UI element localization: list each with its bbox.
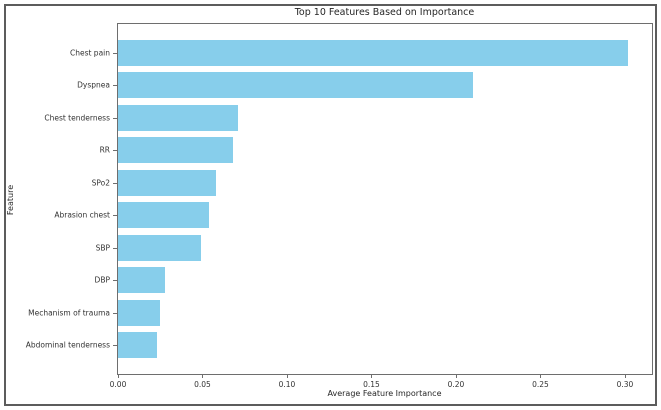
x-tick-mark xyxy=(371,374,373,378)
y-tick-label: Chest pain xyxy=(69,48,110,58)
y-tick-label: RR xyxy=(99,145,110,155)
y-tick-mark xyxy=(113,345,117,347)
x-tick-label: 0.05 xyxy=(194,380,211,389)
x-tick-label: 0.00 xyxy=(109,380,127,389)
y-tick-label: Mechanism of trauma xyxy=(28,308,110,318)
y-tick-mark xyxy=(113,312,117,314)
y-tick-label: Chest tenderness xyxy=(44,113,110,123)
y-tick-label: DBP xyxy=(94,275,110,285)
x-tick-mark xyxy=(286,374,288,378)
y-axis-label: Feature xyxy=(6,184,15,216)
bar xyxy=(118,40,629,66)
y-tick-mark xyxy=(113,117,117,119)
y-tick-mark xyxy=(113,247,117,249)
x-tick-label: 0.20 xyxy=(447,380,465,389)
x-tick-label: 0.25 xyxy=(532,380,549,389)
x-tick-label: 0.10 xyxy=(278,380,296,389)
bar xyxy=(118,267,166,294)
y-tick-mark xyxy=(113,182,117,184)
y-tick-label: Dyspnea xyxy=(77,80,110,90)
y-tick-mark xyxy=(113,85,117,87)
bar xyxy=(118,72,473,99)
y-tick-label: SBP xyxy=(95,243,110,253)
y-tick-label: SPo2 xyxy=(91,178,110,188)
bar xyxy=(118,137,233,164)
x-tick-mark xyxy=(118,374,119,378)
y-tick-mark xyxy=(113,215,117,217)
y-tick-mark xyxy=(113,150,117,152)
x-axis-label: Average Feature Importance xyxy=(327,389,442,398)
y-tick-mark xyxy=(113,280,117,282)
chart-title: Top 10 Features Based on Importance xyxy=(294,7,475,18)
y-tick-label: Abrasion chest xyxy=(54,210,110,220)
x-tick-label: 0.15 xyxy=(363,380,380,389)
bar xyxy=(118,104,238,131)
bar xyxy=(118,299,161,326)
bar xyxy=(118,234,201,261)
y-tick-label: Abdominal tenderness xyxy=(25,340,110,350)
bar xyxy=(118,169,216,196)
x-tick-label: 0.30 xyxy=(616,380,634,389)
x-tick-mark xyxy=(624,374,626,378)
x-tick-mark xyxy=(540,374,542,378)
x-tick-mark xyxy=(202,374,204,378)
plot-area: Chest pain Dyspnea Chest tenderness RR SPo2 A… xyxy=(26,23,653,389)
bar xyxy=(118,332,157,359)
y-tick-mark xyxy=(113,53,117,54)
bar xyxy=(118,202,210,229)
x-tick-mark xyxy=(455,374,457,378)
